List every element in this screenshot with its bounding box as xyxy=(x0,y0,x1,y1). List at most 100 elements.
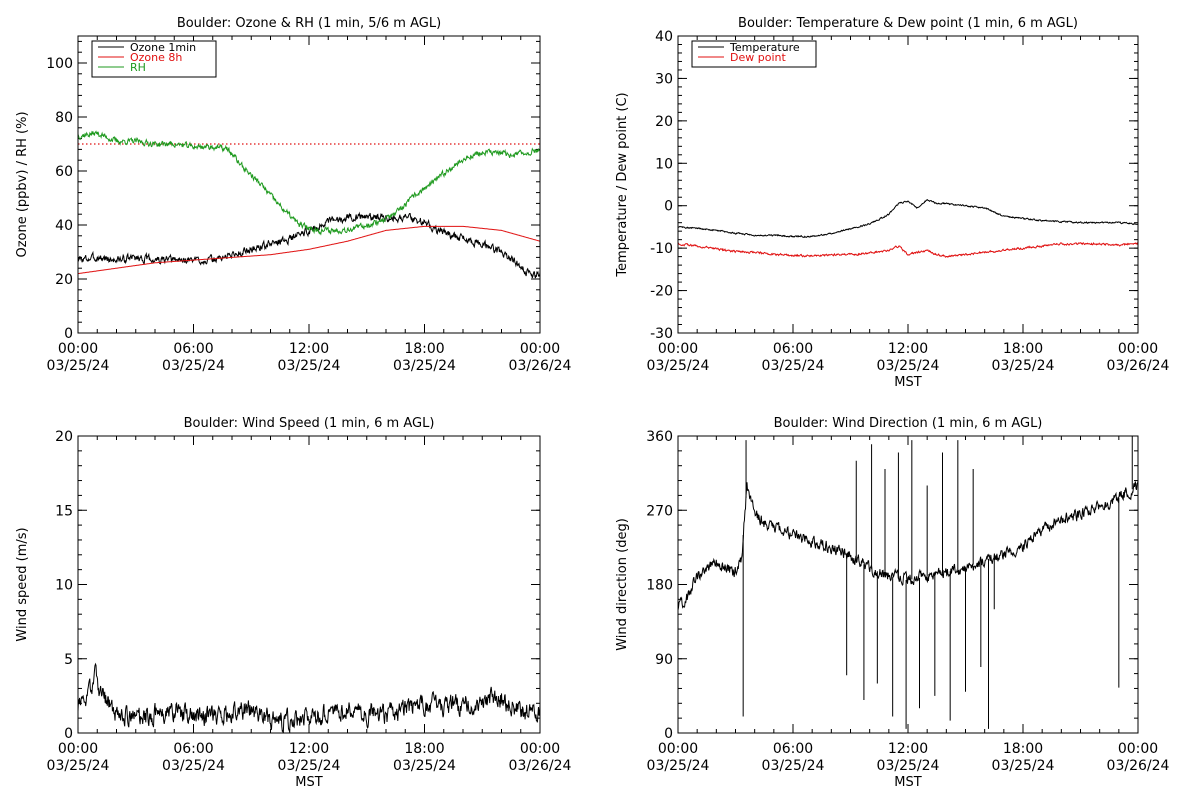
x-tick-label-date: 03/25/24 xyxy=(992,758,1055,774)
y-tick-label: 15 xyxy=(55,503,73,519)
x-tick-label-date: 03/25/24 xyxy=(877,758,940,774)
series-line-2 xyxy=(78,130,540,236)
x-tick-label-time: 18:00 xyxy=(404,741,444,757)
x-tick-label-date: 03/26/24 xyxy=(509,758,572,774)
x-tick-label-time: 00:00 xyxy=(658,341,698,357)
plot-area xyxy=(78,662,540,733)
series-line-0 xyxy=(78,662,540,733)
x-tick-label-time: 00:00 xyxy=(58,741,98,757)
x-tick-label-date: 03/25/24 xyxy=(47,758,110,774)
y-tick-label: 0 xyxy=(664,199,673,215)
x-tick-label-time: 12:00 xyxy=(289,341,329,357)
x-tick-label-time: 12:00 xyxy=(888,741,928,757)
x-tick-label-time: 18:00 xyxy=(1003,741,1043,757)
y-axis-label: Temperature / Dew point (C) xyxy=(615,92,630,277)
plot-area xyxy=(678,198,1138,259)
y-tick-label: 40 xyxy=(55,218,73,234)
y-tick-label: 0 xyxy=(64,726,73,742)
y-tick-label: 20 xyxy=(55,429,73,445)
chart-panel-3: Boulder: Wind Direction (1 min, 6 m AGL)… xyxy=(615,416,1170,790)
legend-label: Dew point xyxy=(730,51,786,64)
x-tick-label-date: 03/25/24 xyxy=(647,758,710,774)
x-tick-label-date: 03/26/24 xyxy=(1107,358,1170,374)
x-tick-label-date: 03/25/24 xyxy=(162,758,225,774)
y-tick-label: 40 xyxy=(655,29,673,45)
y-tick-label: 180 xyxy=(646,578,673,594)
x-tick-label-date: 03/25/24 xyxy=(647,358,710,374)
legend-box xyxy=(691,40,817,68)
plot-area xyxy=(78,130,540,279)
x-tick-label-date: 03/25/24 xyxy=(393,758,456,774)
legend-label: Ozone 8h xyxy=(130,51,182,64)
x-axis-label: MST xyxy=(894,775,921,790)
series-line-0 xyxy=(678,480,1138,611)
chart-panel-2: Boulder: Wind Speed (1 min, 6 m AGL) Wind… xyxy=(15,416,572,790)
y-tick-label: -30 xyxy=(650,326,673,342)
y-tick-label: 5 xyxy=(64,652,73,668)
chart-title: Boulder: Wind Direction (1 min, 6 m AGL) xyxy=(774,416,1043,431)
y-tick-label: 90 xyxy=(655,652,673,668)
x-axis-label: MST xyxy=(295,775,322,790)
x-tick-label-time: 06:00 xyxy=(173,341,213,357)
x-tick-label-date: 03/25/24 xyxy=(992,358,1055,374)
y-tick-label: -10 xyxy=(650,241,673,257)
series-line-1 xyxy=(678,241,1138,259)
x-axis-label: MST xyxy=(894,375,921,390)
y-tick-label: 20 xyxy=(55,272,73,288)
y-tick-label: 0 xyxy=(664,726,673,742)
chart-panel-0: Boulder: Ozone & RH (1 min, 5/6 m AGL) Oz… xyxy=(15,16,572,374)
chart-title: Boulder: Ozone & RH (1 min, 5/6 m AGL) xyxy=(177,16,441,31)
y-tick-label: 100 xyxy=(46,56,73,72)
x-tick-label-time: 00:00 xyxy=(520,741,560,757)
y-tick-label: 10 xyxy=(655,156,673,172)
x-tick-label-date: 03/25/24 xyxy=(393,358,456,374)
plot-frame xyxy=(77,435,541,734)
x-tick-label-date: 03/26/24 xyxy=(509,358,572,374)
x-tick-label-time: 12:00 xyxy=(289,741,329,757)
y-tick-label: 360 xyxy=(646,429,673,445)
plot-area xyxy=(678,436,1138,729)
x-tick-label-date: 03/25/24 xyxy=(762,358,825,374)
x-tick-label-date: 03/25/24 xyxy=(162,358,225,374)
x-tick-label-time: 12:00 xyxy=(888,341,928,357)
x-tick-label-time: 06:00 xyxy=(773,341,813,357)
x-tick-label-time: 00:00 xyxy=(1118,741,1158,757)
x-tick-label-time: 00:00 xyxy=(58,341,98,357)
x-tick-label-time: 06:00 xyxy=(173,741,213,757)
legend-label: Temperature xyxy=(729,41,800,54)
x-tick-label-time: 06:00 xyxy=(773,741,813,757)
x-tick-label-time: 18:00 xyxy=(404,341,444,357)
legend-label: Ozone 1min xyxy=(130,41,196,54)
y-tick-label: 10 xyxy=(55,578,73,594)
x-tick-label-date: 03/26/24 xyxy=(1107,758,1170,774)
series-line-0 xyxy=(78,211,540,279)
x-tick-label-date: 03/25/24 xyxy=(47,358,110,374)
legend-label: RH xyxy=(130,61,146,74)
series-line-0 xyxy=(678,198,1138,239)
y-tick-label: 270 xyxy=(646,503,673,519)
x-tick-label-date: 03/25/24 xyxy=(877,358,940,374)
plot-frame xyxy=(77,35,541,334)
y-tick-label: 0 xyxy=(64,326,73,342)
y-tick-label: 20 xyxy=(655,114,673,130)
chart-title: Boulder: Wind Speed (1 min, 6 m AGL) xyxy=(184,416,435,431)
series-line-1 xyxy=(78,225,540,275)
x-tick-label-date: 03/25/24 xyxy=(278,758,341,774)
x-tick-label-time: 00:00 xyxy=(658,741,698,757)
y-axis-label: Ozone (ppbv) / RH (%) xyxy=(15,111,30,257)
y-tick-label: 30 xyxy=(655,71,673,87)
x-tick-label-time: 18:00 xyxy=(1003,341,1043,357)
chart-title: Boulder: Temperature & Dew point (1 min,… xyxy=(738,16,1078,31)
x-tick-label-time: 00:00 xyxy=(520,341,560,357)
y-tick-label: -20 xyxy=(650,284,673,300)
plot-frame xyxy=(677,35,1139,334)
y-tick-label: 60 xyxy=(55,164,73,180)
plot-frame xyxy=(677,435,1139,734)
chart-panel-1: Boulder: Temperature & Dew point (1 min,… xyxy=(615,16,1170,390)
y-tick-label: 80 xyxy=(55,110,73,126)
y-axis-label: Wind speed (m/s) xyxy=(15,527,30,641)
y-axis-label: Wind direction (deg) xyxy=(615,518,630,651)
x-tick-label-date: 03/25/24 xyxy=(278,358,341,374)
x-tick-label-time: 00:00 xyxy=(1118,341,1158,357)
